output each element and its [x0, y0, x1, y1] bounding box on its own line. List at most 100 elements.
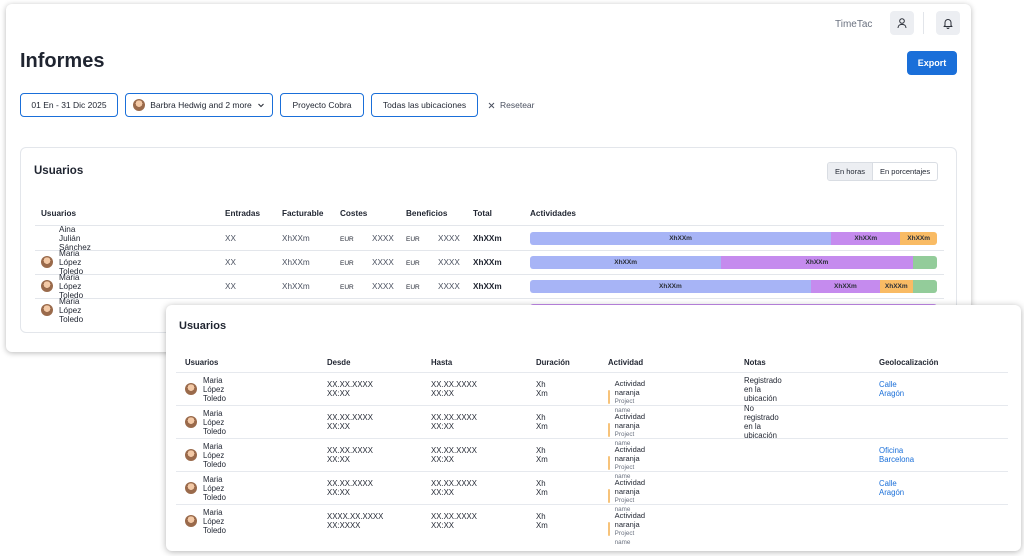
detail-col-notas[interactable]: Notas [744, 358, 766, 367]
project-name: Project name [614, 431, 635, 447]
header-divider [35, 225, 944, 226]
row-divider [176, 471, 1008, 472]
avatar [185, 482, 197, 494]
costes-currency: EUR [340, 235, 354, 243]
toggle-percent[interactable]: En porcentajes [880, 167, 931, 176]
activity-bar[interactable]: XhXXm XhXXm [530, 256, 937, 269]
activity-segment[interactable]: XhXXm [880, 280, 913, 293]
activity-color-swatch [608, 489, 610, 503]
detail-col-desde[interactable]: Desde [327, 358, 351, 367]
detail-col-usuarios[interactable]: Usuarios [185, 358, 219, 367]
activity-segment[interactable]: XhXXm [721, 256, 913, 269]
total-value: XhXXm [473, 257, 502, 267]
detail-col-hasta[interactable]: Hasta [431, 358, 453, 367]
activity-segment[interactable]: XhXXm [530, 280, 811, 293]
project-filter[interactable]: Proyecto Cobra [280, 93, 364, 117]
detail-panel: Usuarios Usuarios Desde Hasta Duración A… [166, 305, 1021, 551]
reset-filters-button[interactable]: Resetear [488, 100, 535, 110]
locations-filter[interactable]: Todas las ubicaciones [371, 93, 478, 117]
activity-bar[interactable]: XhXXm XhXXm XhXXm [530, 232, 937, 245]
detail-col-actividad[interactable]: Actividad [608, 358, 644, 367]
detail-col-geolocalizacion[interactable]: Geolocalización [879, 358, 939, 367]
user-name: Maria López Toledo [203, 375, 226, 403]
geolocation-link[interactable]: Oficina Barcelona [879, 446, 915, 464]
activity-color-swatch [608, 390, 610, 404]
activity-segment[interactable]: XhXXm [530, 232, 832, 245]
date-range-label: 01 En - 31 Dic 2025 [31, 100, 107, 110]
toggle-hours[interactable]: En horas [828, 163, 874, 180]
activity-segment[interactable]: XhXXm [810, 280, 881, 293]
avatar [133, 99, 146, 111]
date-range-filter[interactable]: 01 En - 31 Dic 2025 [20, 93, 118, 117]
notes-value: No registrado en la ubicación [744, 404, 779, 440]
user-name: Aina Julián Sánchez [59, 224, 91, 252]
beneficios-currency: EUR [406, 283, 420, 291]
activity-segment[interactable] [912, 280, 937, 293]
activity-name: Actividad naranja [614, 379, 646, 397]
col-header-beneficios[interactable]: Beneficios [406, 209, 448, 218]
facturable-value: XhXXm [282, 281, 310, 291]
hasta-value: XX.XX.XXXX XX:XX [431, 479, 477, 497]
activity-segment[interactable] [912, 256, 937, 269]
people-filter[interactable]: Barbra Hedwig and 2 more [125, 93, 273, 117]
export-button[interactable]: Export [907, 51, 957, 75]
activity-name: Actividad naranja [614, 445, 646, 463]
col-header-costes[interactable]: Costes [340, 209, 368, 218]
user-name: Maria López Toledo [203, 408, 226, 436]
hasta-value: XX.XX.XXXX XX:XX [431, 446, 477, 464]
notifications-button[interactable] [936, 11, 960, 35]
activity-cell: Actividad naranja Project name [608, 379, 646, 415]
col-header-total[interactable]: Total [473, 209, 492, 218]
project-name: Project name [614, 398, 635, 414]
beneficios-value: XXXX [438, 233, 460, 243]
duracion-value: Xh Xm [536, 479, 548, 497]
col-header-facturable[interactable]: Facturable [282, 209, 324, 218]
user-icon [897, 18, 907, 29]
activity-cell: Actividad naranja Project name [608, 445, 646, 481]
summary-title: Usuarios [34, 165, 84, 177]
col-header-entradas[interactable]: Entradas [225, 209, 261, 218]
user-cell: Maria López Toledo [185, 409, 226, 436]
activity-color-swatch [608, 456, 610, 470]
units-toggle: En horas En porcentajes [827, 162, 939, 181]
avatar [41, 256, 53, 268]
user-profile-button[interactable] [890, 11, 914, 35]
avatar [185, 416, 197, 428]
costes-value: XXXX [372, 257, 394, 267]
locations-filter-label: Todas las ubicaciones [382, 100, 467, 110]
duracion-value: Xh Xm [536, 512, 548, 530]
geolocation-link[interactable]: Calle Aragón [879, 380, 905, 398]
activity-cell: Actividad naranja Project name [608, 511, 646, 547]
user-name: Maria López Toledo [59, 248, 84, 276]
entradas-value: XX [225, 233, 236, 243]
beneficios-currency: EUR [406, 259, 420, 267]
row-divider [176, 438, 1008, 439]
activity-bar[interactable]: XhXXm XhXXm XhXXm [530, 280, 937, 293]
costes-currency: EUR [340, 283, 354, 291]
reset-label: Resetear [500, 100, 535, 110]
activity-text: Actividad naranja Project name [615, 412, 647, 448]
hasta-value: XX.XX.XXXX XX:XX [431, 413, 477, 431]
col-header-actividades[interactable]: Actividades [530, 209, 576, 218]
notes-value: Registrado en la ubicación [744, 375, 782, 403]
beneficios-value: XXXX [438, 257, 460, 267]
user-cell: Maria López Toledo [185, 508, 226, 535]
activity-segment[interactable]: XhXXm [900, 232, 937, 245]
activity-segment[interactable]: XhXXm [831, 232, 901, 245]
brand-name: TimeTac [835, 19, 873, 30]
activity-cell: Actividad naranja Project name [608, 412, 646, 448]
users-summary-card: Usuarios En horas En porcentajes Usuario… [20, 147, 957, 333]
col-header-usuarios[interactable]: Usuarios [41, 209, 77, 218]
duracion-value: Xh Xm [536, 380, 548, 398]
row-divider [176, 504, 1008, 505]
geolocation-link[interactable]: Calle Aragón [879, 479, 905, 497]
detail-col-duracion[interactable]: Duración [536, 358, 570, 367]
beneficios-value: XXXX [438, 281, 460, 291]
detail-title: Usuarios [179, 320, 227, 332]
row-divider [35, 298, 944, 299]
activity-segment[interactable]: XhXXm [530, 256, 722, 269]
costes-value: XXXX [372, 281, 394, 291]
user-cell: Maria López Toledo [41, 273, 83, 300]
avatar [185, 383, 197, 395]
project-name: Project name [614, 464, 635, 480]
